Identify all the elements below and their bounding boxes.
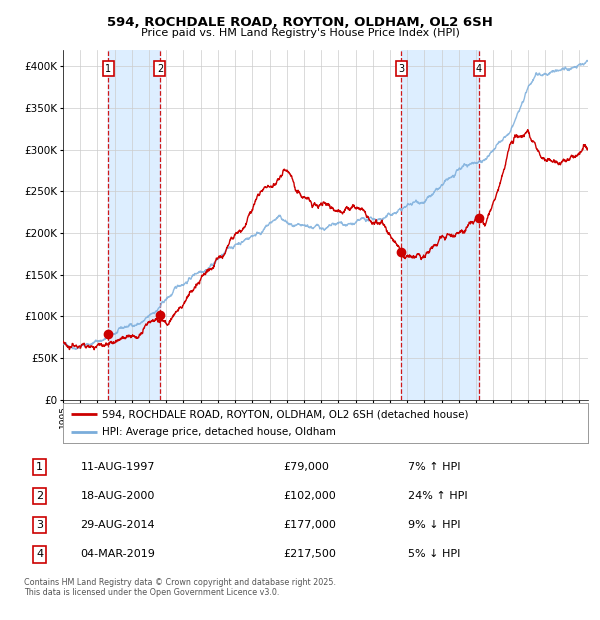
Text: 2: 2 [157, 64, 163, 74]
Text: Contains HM Land Registry data © Crown copyright and database right 2025.
This d: Contains HM Land Registry data © Crown c… [24, 578, 336, 597]
Text: 1: 1 [36, 462, 43, 472]
Text: 7% ↑ HPI: 7% ↑ HPI [407, 462, 460, 472]
Text: £217,500: £217,500 [283, 549, 337, 559]
Text: HPI: Average price, detached house, Oldham: HPI: Average price, detached house, Oldh… [103, 427, 336, 437]
Text: £79,000: £79,000 [283, 462, 329, 472]
Text: 9% ↓ HPI: 9% ↓ HPI [407, 520, 460, 530]
Text: 11-AUG-1997: 11-AUG-1997 [80, 462, 155, 472]
Bar [108, 50, 160, 400]
Text: 5% ↓ HPI: 5% ↓ HPI [407, 549, 460, 559]
Text: 4: 4 [36, 549, 43, 559]
Text: 594, ROCHDALE ROAD, ROYTON, OLDHAM, OL2 6SH (detached house): 594, ROCHDALE ROAD, ROYTON, OLDHAM, OL2 … [103, 409, 469, 419]
Text: 29-AUG-2014: 29-AUG-2014 [80, 520, 155, 530]
Text: 2: 2 [36, 491, 43, 501]
Text: 3: 3 [36, 520, 43, 530]
Text: 24% ↑ HPI: 24% ↑ HPI [407, 491, 467, 501]
Text: £102,000: £102,000 [283, 491, 336, 501]
Bar [401, 50, 479, 400]
Text: Price paid vs. HM Land Registry's House Price Index (HPI): Price paid vs. HM Land Registry's House … [140, 28, 460, 38]
Text: £177,000: £177,000 [283, 520, 337, 530]
Text: 594, ROCHDALE ROAD, ROYTON, OLDHAM, OL2 6SH: 594, ROCHDALE ROAD, ROYTON, OLDHAM, OL2 … [107, 16, 493, 29]
Text: 3: 3 [398, 64, 404, 74]
Text: 1: 1 [105, 64, 111, 74]
Text: 18-AUG-2000: 18-AUG-2000 [80, 491, 155, 501]
Text: 4: 4 [476, 64, 482, 74]
Text: 04-MAR-2019: 04-MAR-2019 [80, 549, 155, 559]
